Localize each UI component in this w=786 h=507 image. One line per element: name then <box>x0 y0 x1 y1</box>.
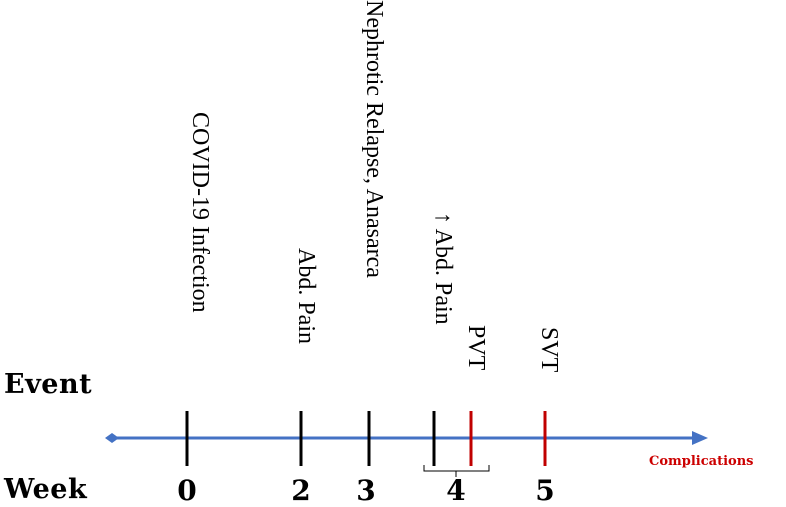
week-label-0: 0 <box>177 474 197 507</box>
event-label-abd-pain: Abd. Pain <box>293 248 319 344</box>
event-label-covid: COVID-19 Infection <box>187 112 213 313</box>
week-4-bracket <box>423 465 490 477</box>
week-label-4: 4 <box>446 474 466 507</box>
event-label-nephrotic-relapse: Nephrotic Relapse, Anasarca <box>361 0 387 278</box>
event-row-label: Event <box>4 369 93 400</box>
event-label-svt: SVT <box>536 327 562 373</box>
event-label-pvt: PVT <box>463 325 489 371</box>
week-label-3: 3 <box>356 474 376 507</box>
complications-label: Complications <box>649 454 754 469</box>
week-row-label: Week <box>4 474 88 505</box>
week-label-5: 5 <box>535 474 555 507</box>
timeline-left-diamond <box>105 433 119 443</box>
timeline-right-arrowhead <box>692 431 708 445</box>
week-label-2: 2 <box>291 474 311 507</box>
event-label-increased-abd-pain: ↑ Abd. Pain <box>430 212 456 325</box>
